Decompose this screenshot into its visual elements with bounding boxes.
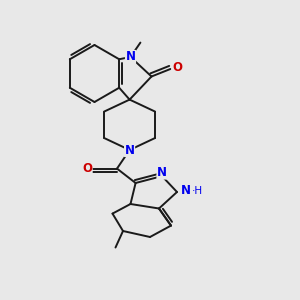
Text: N: N	[181, 184, 191, 197]
Text: N: N	[157, 166, 167, 179]
Text: N: N	[125, 50, 136, 64]
Text: ·H: ·H	[192, 185, 203, 196]
Text: O: O	[82, 162, 92, 175]
Text: O: O	[172, 61, 182, 74]
Text: N: N	[124, 143, 135, 157]
